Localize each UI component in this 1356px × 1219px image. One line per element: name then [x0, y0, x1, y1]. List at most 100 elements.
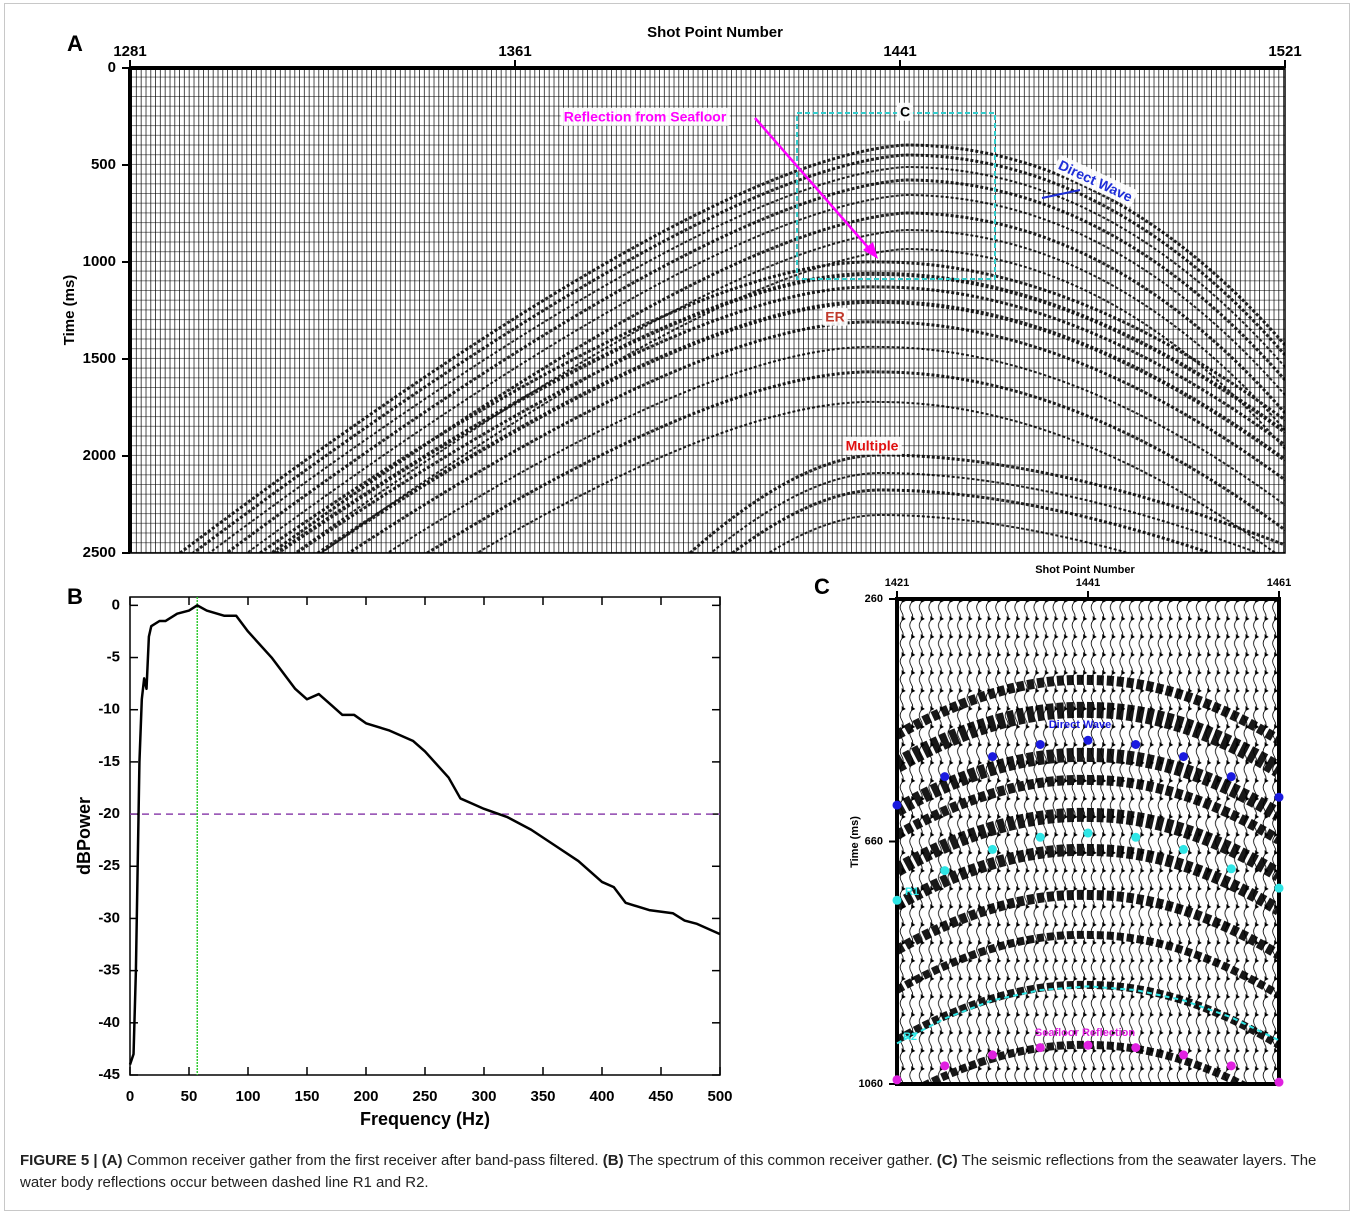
pick-point [1035, 832, 1045, 842]
x-tick-label: 1421 [885, 577, 909, 589]
x-axis-title: Shot Point Number [647, 24, 783, 41]
pick-point [1274, 883, 1284, 893]
pick-point [1083, 735, 1093, 745]
pick-point [1226, 772, 1236, 782]
pick-point [988, 752, 997, 762]
y-axis-title: Time (ms) [61, 275, 78, 346]
x-tick-label: 1461 [1267, 577, 1291, 589]
y-tick-label: 500 [91, 156, 116, 173]
y-tick-label: -20 [98, 805, 120, 822]
y-tick-label: 1500 [83, 350, 116, 367]
y-tick-label: 1060 [859, 1078, 883, 1090]
pick-point [1083, 1040, 1093, 1050]
y-tick-label: -45 [98, 1066, 120, 1083]
y-tick-label: 0 [108, 59, 116, 76]
x-tick-label: 100 [235, 1088, 260, 1105]
pick-point [1274, 1077, 1284, 1087]
pick-point [988, 844, 997, 854]
x-tick-label: 150 [294, 1088, 319, 1105]
x-axis-title: Frequency (Hz) [360, 1109, 490, 1129]
y-tick-label: 1000 [83, 253, 116, 270]
y-tick-label: -5 [107, 649, 120, 666]
y-tick-label: -10 [98, 701, 120, 718]
pick-point [1179, 752, 1188, 762]
y-tick-label: -35 [98, 962, 120, 979]
pick-point [1226, 864, 1236, 874]
y-tick-label: 2500 [83, 544, 116, 561]
annotation-text: Multiple [846, 438, 899, 454]
x-tick-label: 1441 [1076, 577, 1100, 589]
y-tick-label: 660 [865, 835, 883, 847]
y-axis-title: Time (ms) [849, 816, 861, 868]
caption-label: (B) [602, 1152, 624, 1169]
pick-point [1035, 740, 1045, 749]
annotation-text: Reflection from Seafloor [564, 109, 727, 125]
annotation-box [896, 102, 914, 121]
pick-point [892, 800, 902, 810]
y-tick-label: -40 [98, 1014, 120, 1031]
pick-point [1131, 740, 1141, 749]
seismic-texture-c [897, 599, 1279, 1084]
x-tick-label: 0 [126, 1088, 134, 1105]
annotation: Reflection from Seafloor [560, 107, 730, 126]
x-tick-label: 300 [471, 1088, 496, 1105]
y-tick-label: -30 [98, 909, 120, 926]
figure-label: FIGURE 5 | [20, 1152, 98, 1169]
x-axis-title: Shot Point Number [1035, 564, 1135, 576]
caption-label: (C) [936, 1152, 958, 1169]
pick-point [940, 772, 950, 782]
caption-text: Common receiver gather from the first re… [126, 1152, 599, 1169]
annotation-text: C [900, 104, 910, 120]
y-tick-label: -25 [98, 857, 120, 874]
pick-label: R2 [903, 1031, 917, 1043]
pick-point [1035, 1043, 1045, 1053]
annotation: ER [822, 307, 848, 326]
panel-label: C [814, 574, 830, 599]
x-tick-label: 200 [353, 1088, 378, 1105]
plot-frame [129, 596, 721, 1076]
annotation-text: ER [825, 309, 844, 325]
x-tick-label: 400 [589, 1088, 614, 1105]
y-axis-title: dBPower [74, 797, 94, 875]
annotation-box [1053, 155, 1138, 207]
pick-point [1179, 1050, 1188, 1060]
annotation: C [896, 102, 914, 121]
x-tick-label: 500 [707, 1088, 732, 1105]
pick-label: R1 [905, 886, 919, 898]
annotation-box [560, 107, 730, 126]
pick-point [940, 1061, 950, 1071]
x-tick-label: 1281 [113, 43, 146, 60]
spectrum-line [128, 604, 721, 1065]
figure: 1281 1361 1441 152105001000150020002500Refl… [61, 24, 1302, 1129]
x-tick-label: 350 [530, 1088, 555, 1105]
y-tick-label: 2000 [83, 447, 116, 464]
caption-text: The spectrum of this common receiver gat… [627, 1152, 933, 1169]
pick-point [1179, 844, 1188, 854]
pick-point [988, 1050, 997, 1060]
pick-point [892, 895, 902, 905]
x-tick-label: 1521 [1268, 43, 1301, 60]
panel-label: B [67, 584, 83, 609]
annotation-box [822, 307, 848, 326]
pick-label: Direct Wave [1049, 719, 1112, 731]
y-tick-label: -15 [98, 753, 120, 770]
panel-label: A [67, 31, 83, 56]
caption-label: (A) [101, 1152, 123, 1169]
annotation: Multiple [842, 436, 902, 455]
figure-frame [4, 3, 1350, 1211]
caption-text: The seismic reflections from the seawate… [20, 1152, 1317, 1191]
y-tick-label: 0 [112, 596, 120, 613]
pick-point [1083, 828, 1093, 838]
pick-point [940, 866, 950, 876]
x-tick-label: 250 [412, 1088, 437, 1105]
pick-line [896, 985, 1280, 1045]
seismic-texture-a [130, 68, 1285, 553]
pick-point [1131, 832, 1141, 842]
pick-label: Seafloor Reflection [1035, 1027, 1136, 1039]
caption: FIGURE 5 | (A) Common receiver gather fr… [20, 1150, 1330, 1194]
x-tick-label: 1361 [498, 43, 531, 60]
y-tick-label: 260 [865, 593, 883, 605]
annotation-box [842, 436, 902, 455]
x-tick-label: 50 [181, 1088, 198, 1105]
